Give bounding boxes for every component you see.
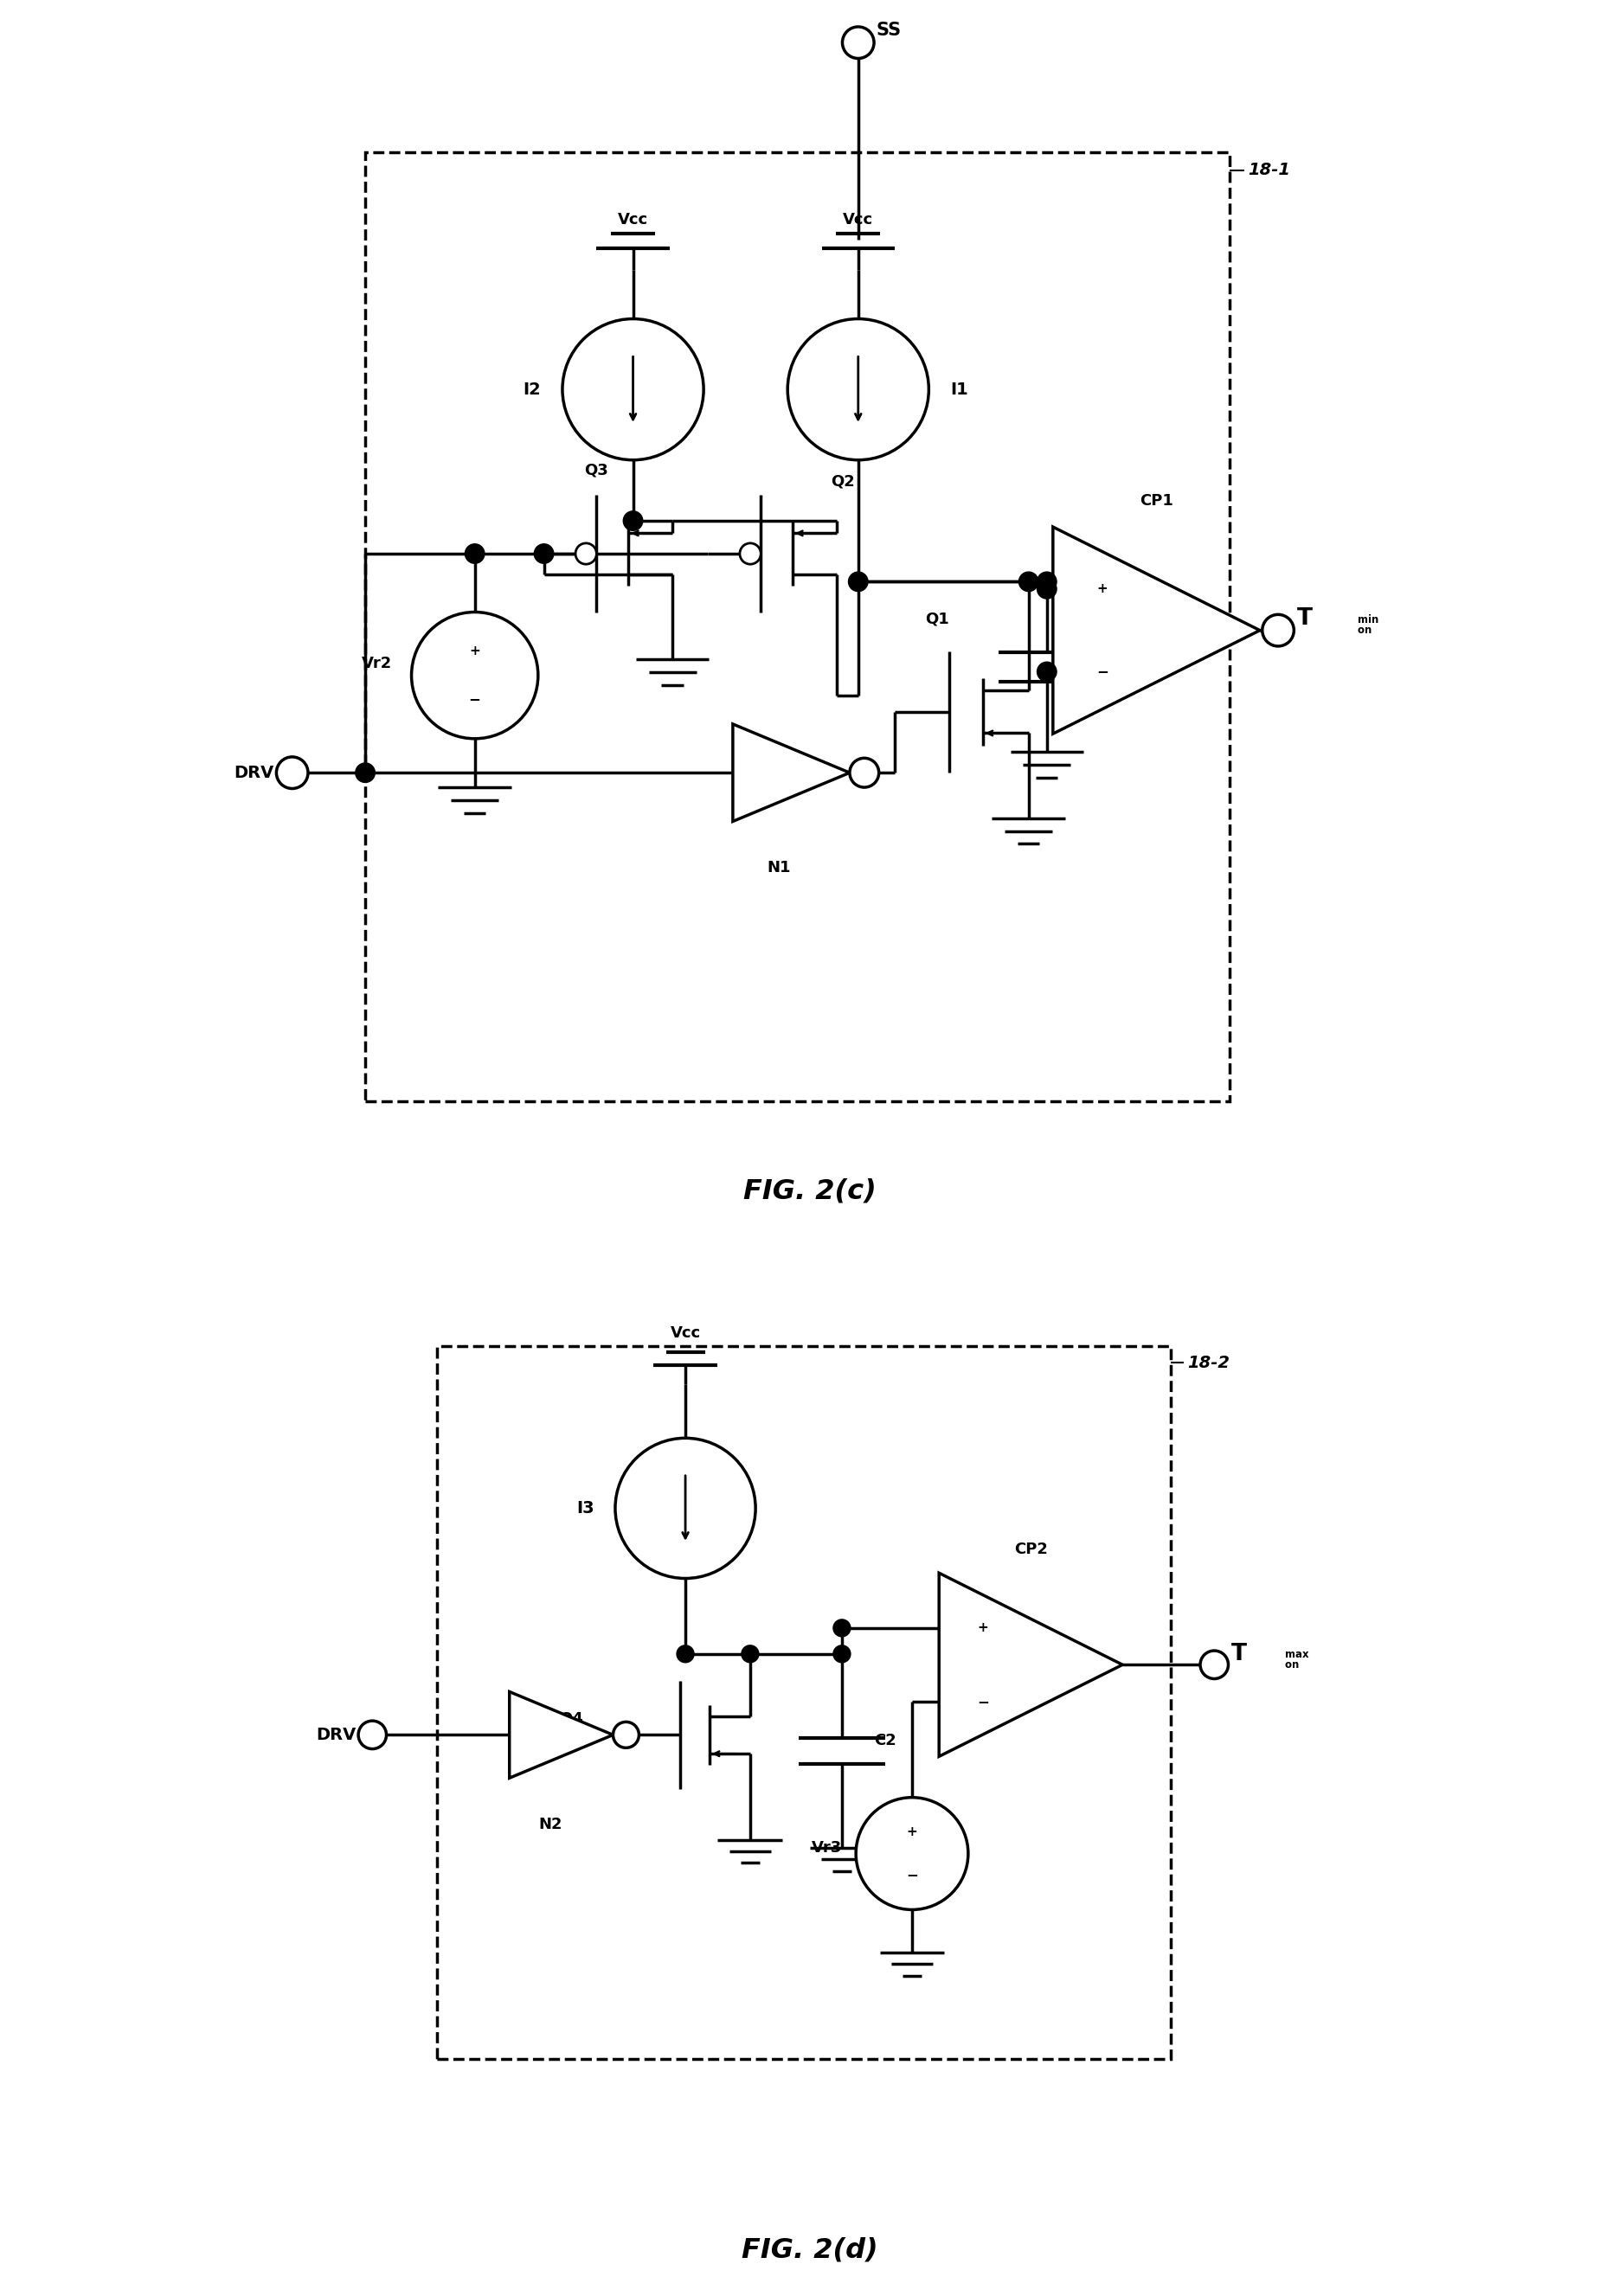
Text: +: + <box>1098 583 1107 595</box>
Polygon shape <box>733 723 850 822</box>
Circle shape <box>1038 572 1057 592</box>
Circle shape <box>856 1798 968 1910</box>
Circle shape <box>677 1646 695 1662</box>
Text: I2: I2 <box>523 381 541 397</box>
Circle shape <box>848 572 868 592</box>
Text: SS: SS <box>876 21 902 39</box>
Circle shape <box>615 1437 756 1577</box>
Circle shape <box>562 319 704 459</box>
Text: +: + <box>470 645 481 659</box>
Text: $\mathbf{T}$: $\mathbf{T}$ <box>1297 606 1313 629</box>
Text: −: − <box>470 691 481 707</box>
Text: Q1: Q1 <box>926 611 949 627</box>
Text: Vr2: Vr2 <box>363 654 392 670</box>
Text: Vcc: Vcc <box>618 211 648 227</box>
Circle shape <box>1263 615 1294 645</box>
Text: CP1: CP1 <box>1140 494 1174 510</box>
Circle shape <box>1038 661 1057 682</box>
Text: $\mathbf{T}$: $\mathbf{T}$ <box>1230 1642 1248 1665</box>
Text: +: + <box>978 1621 989 1635</box>
Circle shape <box>740 544 761 565</box>
Circle shape <box>742 1646 759 1662</box>
Circle shape <box>575 544 596 565</box>
Circle shape <box>411 613 538 739</box>
Text: 18-1: 18-1 <box>1248 163 1290 179</box>
Polygon shape <box>1052 526 1260 735</box>
Circle shape <box>277 758 308 788</box>
Text: −: − <box>1096 664 1109 680</box>
Text: Vcc: Vcc <box>670 1325 701 1341</box>
Text: FIG. 2(c): FIG. 2(c) <box>743 1178 876 1205</box>
Text: I3: I3 <box>576 1499 594 1515</box>
Polygon shape <box>939 1573 1122 1756</box>
Circle shape <box>787 319 929 459</box>
Text: N2: N2 <box>539 1816 562 1832</box>
Circle shape <box>623 512 643 530</box>
Text: C2: C2 <box>874 1733 897 1747</box>
Text: C1: C1 <box>1083 647 1106 664</box>
Circle shape <box>850 758 879 788</box>
Circle shape <box>534 544 554 563</box>
Circle shape <box>614 1722 640 1747</box>
Text: $\mathbf{^{max}_{on}}$: $\mathbf{^{max}_{on}}$ <box>1284 1649 1310 1669</box>
Text: 18-2: 18-2 <box>1187 1355 1230 1371</box>
Text: DRV: DRV <box>233 765 274 781</box>
Text: −: − <box>907 1867 918 1883</box>
Circle shape <box>358 1720 387 1750</box>
Text: −: − <box>976 1694 989 1708</box>
Text: $\mathbf{^{min}_{on}}$: $\mathbf{^{min}_{on}}$ <box>1357 613 1379 636</box>
Text: I1: I1 <box>950 381 968 397</box>
Text: N1: N1 <box>767 861 792 875</box>
Circle shape <box>834 1619 850 1637</box>
Text: +: + <box>907 1825 918 1839</box>
Text: Q4: Q4 <box>559 1711 583 1727</box>
Text: Q3: Q3 <box>584 461 609 478</box>
Circle shape <box>1018 572 1038 592</box>
Text: FIG. 2(d): FIG. 2(d) <box>742 2236 877 2264</box>
Polygon shape <box>510 1692 614 1777</box>
Circle shape <box>1038 579 1057 599</box>
Text: Q2: Q2 <box>831 473 855 489</box>
Text: CP2: CP2 <box>1013 1541 1047 1557</box>
Circle shape <box>465 544 484 563</box>
Circle shape <box>356 762 376 783</box>
Text: Vcc: Vcc <box>843 211 873 227</box>
Circle shape <box>1200 1651 1229 1678</box>
Text: DRV: DRV <box>316 1727 356 1743</box>
Text: Vr3: Vr3 <box>811 1841 842 1855</box>
Circle shape <box>842 28 874 57</box>
Circle shape <box>834 1646 850 1662</box>
